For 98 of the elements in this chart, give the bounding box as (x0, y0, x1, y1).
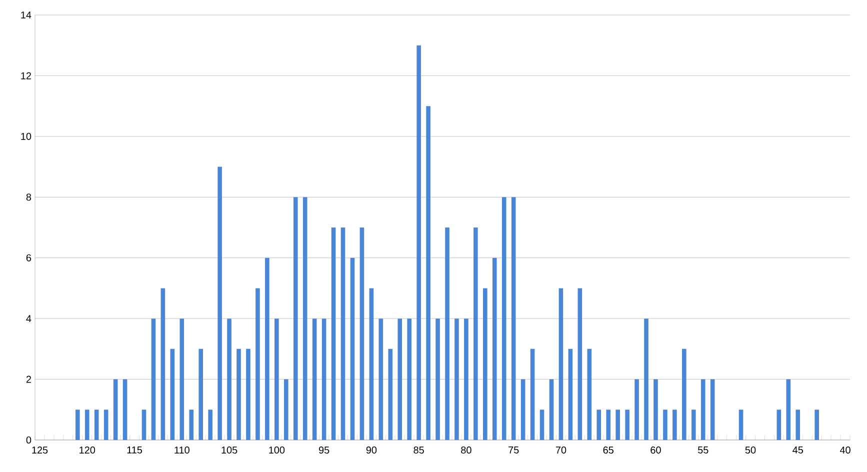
bar (786, 379, 791, 440)
bar (236, 348, 241, 440)
bar (540, 410, 544, 440)
bar (634, 379, 639, 440)
bar (322, 318, 326, 440)
bar (340, 227, 346, 440)
bar (151, 318, 156, 440)
bar (160, 288, 166, 440)
bar (94, 410, 99, 440)
bar (616, 410, 620, 440)
y-tick-label: 0 (26, 436, 32, 444)
x-tick-label: 65 (603, 446, 614, 454)
x-tick-label: 60 (650, 446, 661, 454)
bar (568, 348, 573, 440)
bar (482, 288, 488, 440)
bar (502, 197, 506, 440)
x-tick-label: 55 (698, 446, 708, 454)
bar (227, 318, 232, 440)
x-tick-label: 105 (222, 446, 238, 454)
bar (84, 410, 90, 440)
bar (492, 258, 497, 440)
bar (814, 410, 819, 440)
bar (218, 166, 222, 440)
bar (274, 318, 279, 440)
bar (208, 410, 212, 440)
bar (122, 379, 128, 440)
bar (776, 410, 782, 440)
bar (331, 227, 336, 440)
bar (710, 379, 715, 440)
bar (256, 288, 260, 440)
bar (663, 410, 668, 440)
bar (578, 288, 582, 440)
bar (180, 318, 184, 440)
bar (302, 197, 308, 440)
x-tick-label: 85 (414, 446, 424, 454)
bar (445, 227, 450, 440)
x-tick-label: 115 (127, 446, 142, 454)
bar (511, 197, 516, 440)
bar (104, 410, 108, 440)
y-tick-label: 14 (21, 12, 32, 18)
bar (350, 258, 355, 440)
bar (398, 318, 402, 440)
bar (596, 410, 602, 440)
bar (474, 227, 478, 440)
bar (246, 348, 250, 440)
y-tick-label: 4 (26, 315, 32, 322)
bar (558, 288, 564, 440)
bar (265, 258, 270, 440)
bar (454, 318, 459, 440)
bar (796, 410, 800, 440)
bar (378, 318, 384, 440)
bar (587, 348, 592, 440)
bar (464, 318, 468, 440)
bar (644, 318, 648, 440)
bar (113, 379, 118, 440)
bar (654, 379, 658, 440)
bar (75, 410, 80, 440)
x-tick-label: 45 (792, 446, 803, 454)
bar (189, 410, 194, 440)
bar (198, 348, 203, 440)
y-tick-label: 12 (21, 72, 31, 80)
y-tick-label: 6 (26, 254, 32, 262)
bar (549, 379, 554, 440)
bar (700, 379, 706, 440)
y-tick-label: 10 (21, 132, 32, 140)
x-tick-label: 125 (32, 446, 48, 454)
x-tick-label: 100 (269, 446, 285, 454)
bar (312, 318, 317, 440)
bar (520, 379, 526, 440)
bar (360, 227, 364, 440)
x-tick-label: 110 (174, 446, 190, 454)
bar (369, 288, 374, 440)
x-tick-label: 50 (745, 446, 756, 454)
bar (416, 45, 421, 440)
bar (407, 318, 412, 440)
y-tick-label: 2 (26, 376, 31, 383)
bar (170, 348, 175, 440)
bar (436, 318, 440, 440)
bar (625, 410, 630, 440)
bar (738, 410, 744, 440)
x-tick-label: 95 (318, 446, 330, 454)
bar (691, 410, 696, 440)
bar (284, 379, 288, 440)
x-tick-label: 40 (840, 446, 850, 454)
x-tick-label: 75 (508, 446, 519, 454)
bar (606, 410, 610, 440)
x-tick-label: 90 (366, 446, 377, 454)
x-tick-label: 120 (80, 446, 96, 454)
x-tick-label: 70 (556, 446, 566, 454)
bar (388, 348, 393, 440)
y-tick-label: 8 (26, 194, 32, 201)
bar (426, 106, 430, 440)
bar (293, 197, 298, 440)
bar (142, 410, 146, 440)
bar (682, 348, 686, 440)
bar (530, 348, 535, 440)
bar (672, 410, 677, 440)
x-tick-label: 80 (461, 446, 472, 454)
